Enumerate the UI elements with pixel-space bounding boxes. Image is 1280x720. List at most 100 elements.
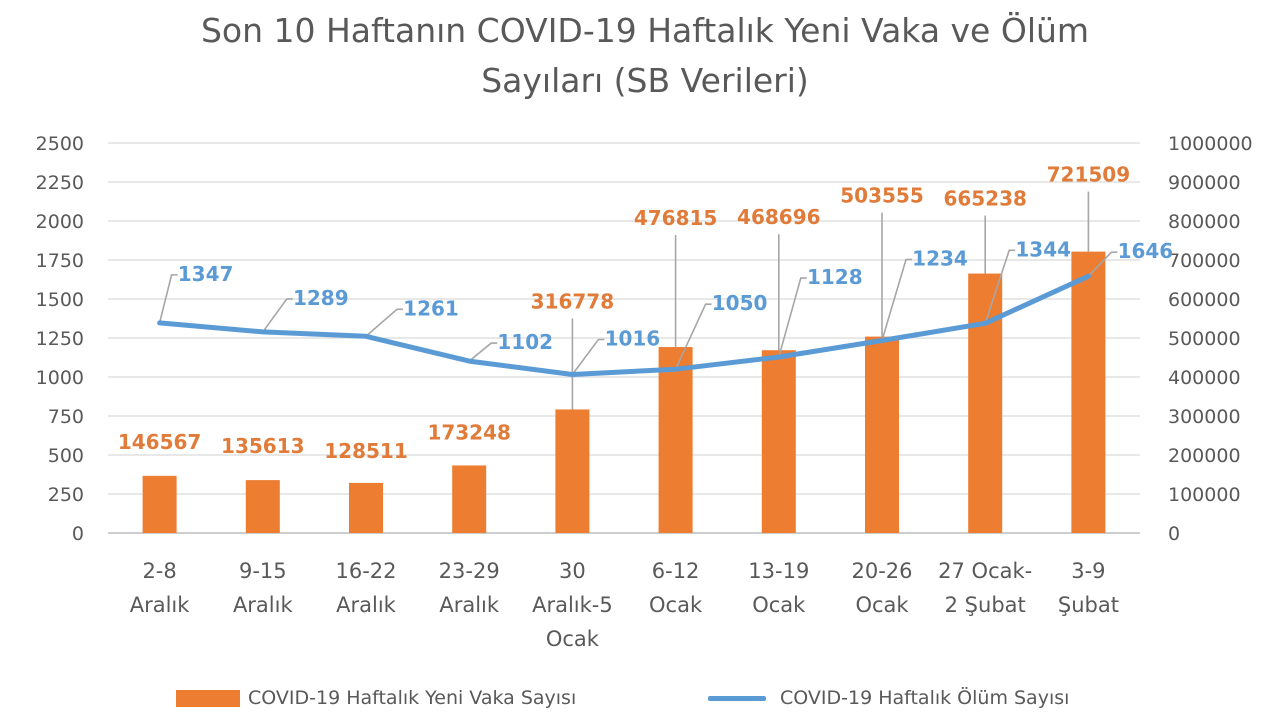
chart-title-line-2: Sayıları (SB Verileri) (481, 61, 809, 100)
left-y-axis: 0 250 500 750 1000 1250 1500 1750 2000 2250 2500 (36, 133, 84, 545)
bar-data-label: 665238 (943, 187, 1027, 211)
legend-item-cases: COVID-19 Haftalık Yeni Vaka Sayısı (176, 682, 576, 714)
bar-data-label: 476815 (634, 206, 718, 230)
right-y-tick-label: 400000 (1168, 367, 1241, 389)
x-tick-label: Ocak (855, 593, 909, 617)
leader-line (262, 298, 293, 333)
leader-line (674, 303, 712, 370)
line-data-label: 1050 (712, 291, 768, 315)
bar (865, 336, 899, 533)
x-tick-label: 9-15 (239, 559, 287, 583)
legend-swatch-cases (176, 689, 240, 707)
right-y-tick-label: 1000000 (1168, 133, 1253, 155)
legend-swatch-deaths (708, 695, 766, 701)
bar (555, 409, 590, 533)
right-y-tick-label: 200000 (1168, 445, 1241, 467)
leader-lines (158, 191, 1118, 410)
left-y-tick-label: 500 (48, 445, 84, 467)
line-data-label: 1261 (403, 296, 459, 320)
x-tick-label: Şubat (1058, 593, 1119, 617)
left-y-tick-label: 1250 (36, 328, 84, 350)
leader-line (881, 258, 912, 341)
x-tick-label: Aralık (233, 593, 294, 617)
line-data-label: 1289 (293, 286, 349, 310)
x-axis: 2-8 Aralık 9-15 Aralık 16-22 Aralık 23-29 Aralı… (130, 559, 1119, 651)
right-y-axis: 0 100000 200000 300000 400000 500000 600000 700… (1168, 133, 1253, 545)
right-y-tick-label: 100000 (1168, 484, 1241, 506)
bar-data-label: 146567 (118, 430, 202, 454)
left-y-tick-label: 2250 (36, 172, 84, 194)
bar-data-label: 721509 (1047, 163, 1131, 187)
gridlines (108, 142, 1140, 534)
line-data-label: 1344 (1015, 237, 1071, 261)
line-data-label: 1102 (497, 330, 553, 354)
chart-title: Son 10 Haftanın COVID-19 Haftalık Yeni V… (0, 6, 1280, 106)
bar (1071, 251, 1106, 533)
bar-data-label: 173248 (427, 420, 511, 444)
left-y-tick-label: 750 (48, 406, 84, 428)
x-tick-label: 27 Ocak- (938, 559, 1032, 583)
bar (245, 480, 280, 533)
leader-line (158, 274, 178, 324)
x-tick-label: Aralık-5 (532, 593, 613, 617)
chart-title-line-1: Son 10 Haftanın COVID-19 Haftalık Yeni V… (200, 11, 1090, 50)
x-tick-label: 6-12 (652, 559, 700, 583)
leader-line (365, 308, 403, 337)
bar-data-label: 503555 (840, 184, 924, 208)
x-tick-label: 20-26 (851, 559, 912, 583)
left-y-tick-label: 1500 (36, 289, 84, 311)
bar (658, 347, 693, 533)
x-tick-label: 16-22 (335, 559, 396, 583)
bar-data-label: 135613 (221, 434, 305, 458)
line-data-labels: 1347 1289 1261 1102 1016 1050 1128 1234 1344 1646 (178, 237, 1173, 354)
x-tick-label: Aralık (336, 593, 397, 617)
left-y-tick-label: 0 (72, 523, 84, 545)
bar-data-label: 128511 (324, 439, 408, 463)
x-tick-label: 30 (559, 559, 586, 583)
right-y-tick-label: 900000 (1168, 172, 1241, 194)
right-y-tick-label: 300000 (1168, 406, 1241, 428)
bar-data-label: 316778 (531, 289, 615, 313)
right-y-tick-label: 600000 (1168, 289, 1241, 311)
line-data-label: 1016 (605, 327, 661, 351)
legend-label-deaths: COVID-19 Haftalık Ölüm Sayısı (780, 687, 1070, 709)
line-data-label: 1347 (178, 262, 234, 286)
right-y-tick-label: 700000 (1168, 250, 1241, 272)
right-y-tick-label: 800000 (1168, 211, 1241, 233)
bar-series (142, 251, 1106, 533)
bar (349, 482, 383, 533)
line-data-label: 1128 (807, 265, 863, 289)
line-data-label: 1234 (912, 246, 968, 270)
left-y-tick-label: 2000 (36, 211, 84, 233)
x-tick-label: 3-9 (1071, 559, 1105, 583)
leader-line (468, 342, 498, 362)
legend-label-cases: COVID-19 Haftalık Yeni Vaka Sayısı (248, 687, 577, 709)
left-y-tick-label: 1750 (36, 250, 84, 272)
bar (142, 475, 177, 533)
bar (968, 273, 1003, 533)
left-y-tick-label: 2500 (36, 133, 84, 155)
x-tick-label: 13-19 (748, 559, 809, 583)
left-y-tick-label: 1000 (36, 367, 84, 389)
right-y-tick-label: 0 (1168, 523, 1180, 545)
bar-data-label: 468696 (737, 205, 821, 229)
leader-line (984, 249, 1016, 324)
leader-line (571, 338, 605, 375)
line-data-label: 1646 (1118, 239, 1174, 263)
bar (452, 465, 487, 533)
bar-data-labels: 146567 135613 128511 173248 316778 476815 4686… (118, 163, 1130, 463)
left-y-tick-label: 250 (48, 484, 84, 506)
x-tick-label: Aralık (130, 593, 191, 617)
x-tick-label: Ocak (752, 593, 806, 617)
x-tick-label: 2-8 (142, 559, 176, 583)
leader-line (1087, 251, 1118, 277)
x-tick-label: Ocak (649, 593, 703, 617)
legend-item-deaths: COVID-19 Haftalık Ölüm Sayısı (708, 682, 1069, 714)
line-deaths (157, 273, 1091, 377)
leader-line (778, 277, 807, 358)
right-y-tick-label: 500000 (1168, 328, 1241, 350)
x-tick-label: 23-29 (439, 559, 500, 583)
line-series (157, 273, 1091, 377)
x-tick-label: Ocak (546, 627, 600, 651)
